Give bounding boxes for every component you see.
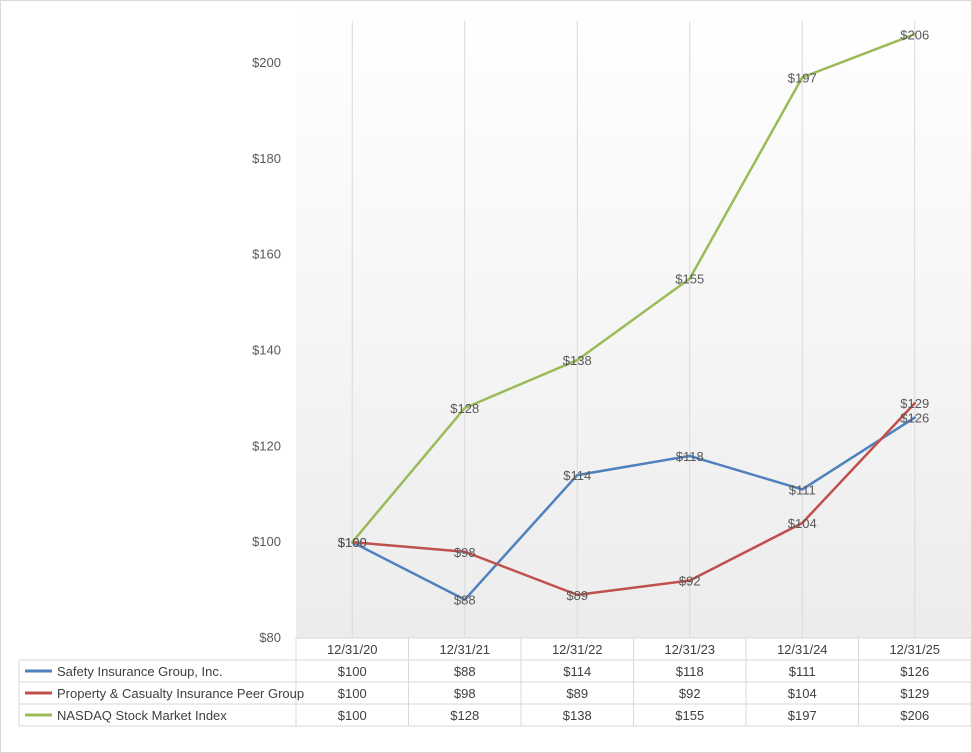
y-tick-label: $180 <box>252 151 281 166</box>
table-cell: $98 <box>454 686 476 701</box>
data-label: $88 <box>454 593 476 608</box>
data-label: $100 <box>338 535 367 550</box>
table-cell: $92 <box>679 686 701 701</box>
data-label: $100 <box>338 535 367 550</box>
data-label: $155 <box>675 272 704 287</box>
data-label: $114 <box>563 468 591 483</box>
x-tick-label: 12/31/24 <box>777 642 828 657</box>
table-cell: $129 <box>900 686 929 701</box>
table-cell: $138 <box>563 708 592 723</box>
table-cell: $126 <box>900 664 929 679</box>
data-label: $98 <box>454 545 476 560</box>
data-label: $89 <box>566 588 588 603</box>
table-cell: $206 <box>900 708 929 723</box>
y-tick-label: $200 <box>252 55 281 70</box>
data-label: $129 <box>900 396 929 411</box>
y-tick-label: $80 <box>259 630 281 645</box>
x-tick-label: 12/31/23 <box>664 642 715 657</box>
x-tick-label: 12/31/25 <box>889 642 940 657</box>
y-tick-label: $140 <box>252 343 281 358</box>
data-label: $197 <box>788 70 817 85</box>
x-tick-label: 12/31/21 <box>439 642 490 657</box>
data-label: $138 <box>563 353 592 368</box>
data-label: $100 <box>338 535 367 550</box>
series-line <box>351 416 916 601</box>
table-cell: $111 <box>789 664 816 679</box>
table-cell: $118 <box>676 664 704 679</box>
legend-entry: NASDAQ Stock Market Index <box>57 708 227 723</box>
table-cell: $100 <box>338 708 367 723</box>
y-tick-label: $120 <box>252 438 281 453</box>
series-line <box>351 401 916 597</box>
data-label: $128 <box>450 401 479 416</box>
x-tick-label: 12/31/20 <box>327 642 378 657</box>
table-cell: $114 <box>563 664 591 679</box>
series-line <box>351 33 916 544</box>
table-cell: $155 <box>675 708 704 723</box>
legend-entry: Property & Casualty Insurance Peer Group <box>57 686 304 701</box>
table-cell: $88 <box>454 664 476 679</box>
data-label: $126 <box>900 411 929 426</box>
table-cell: $89 <box>566 686 588 701</box>
x-tick-label: 12/31/22 <box>552 642 603 657</box>
table-cell: $128 <box>450 708 479 723</box>
table-cell: $100 <box>338 664 367 679</box>
table-cell: $100 <box>338 686 367 701</box>
table-cell: $197 <box>788 708 817 723</box>
data-label: $118 <box>676 449 704 464</box>
table-cell: $104 <box>788 686 817 701</box>
data-label: $111 <box>789 482 816 497</box>
data-label: $92 <box>679 574 701 589</box>
data-label: $206 <box>900 27 929 42</box>
data-label: $104 <box>788 516 817 531</box>
y-tick-label: $100 <box>252 534 281 549</box>
legend-entry: Safety Insurance Group, Inc. <box>57 664 222 679</box>
y-tick-label: $160 <box>252 247 281 262</box>
